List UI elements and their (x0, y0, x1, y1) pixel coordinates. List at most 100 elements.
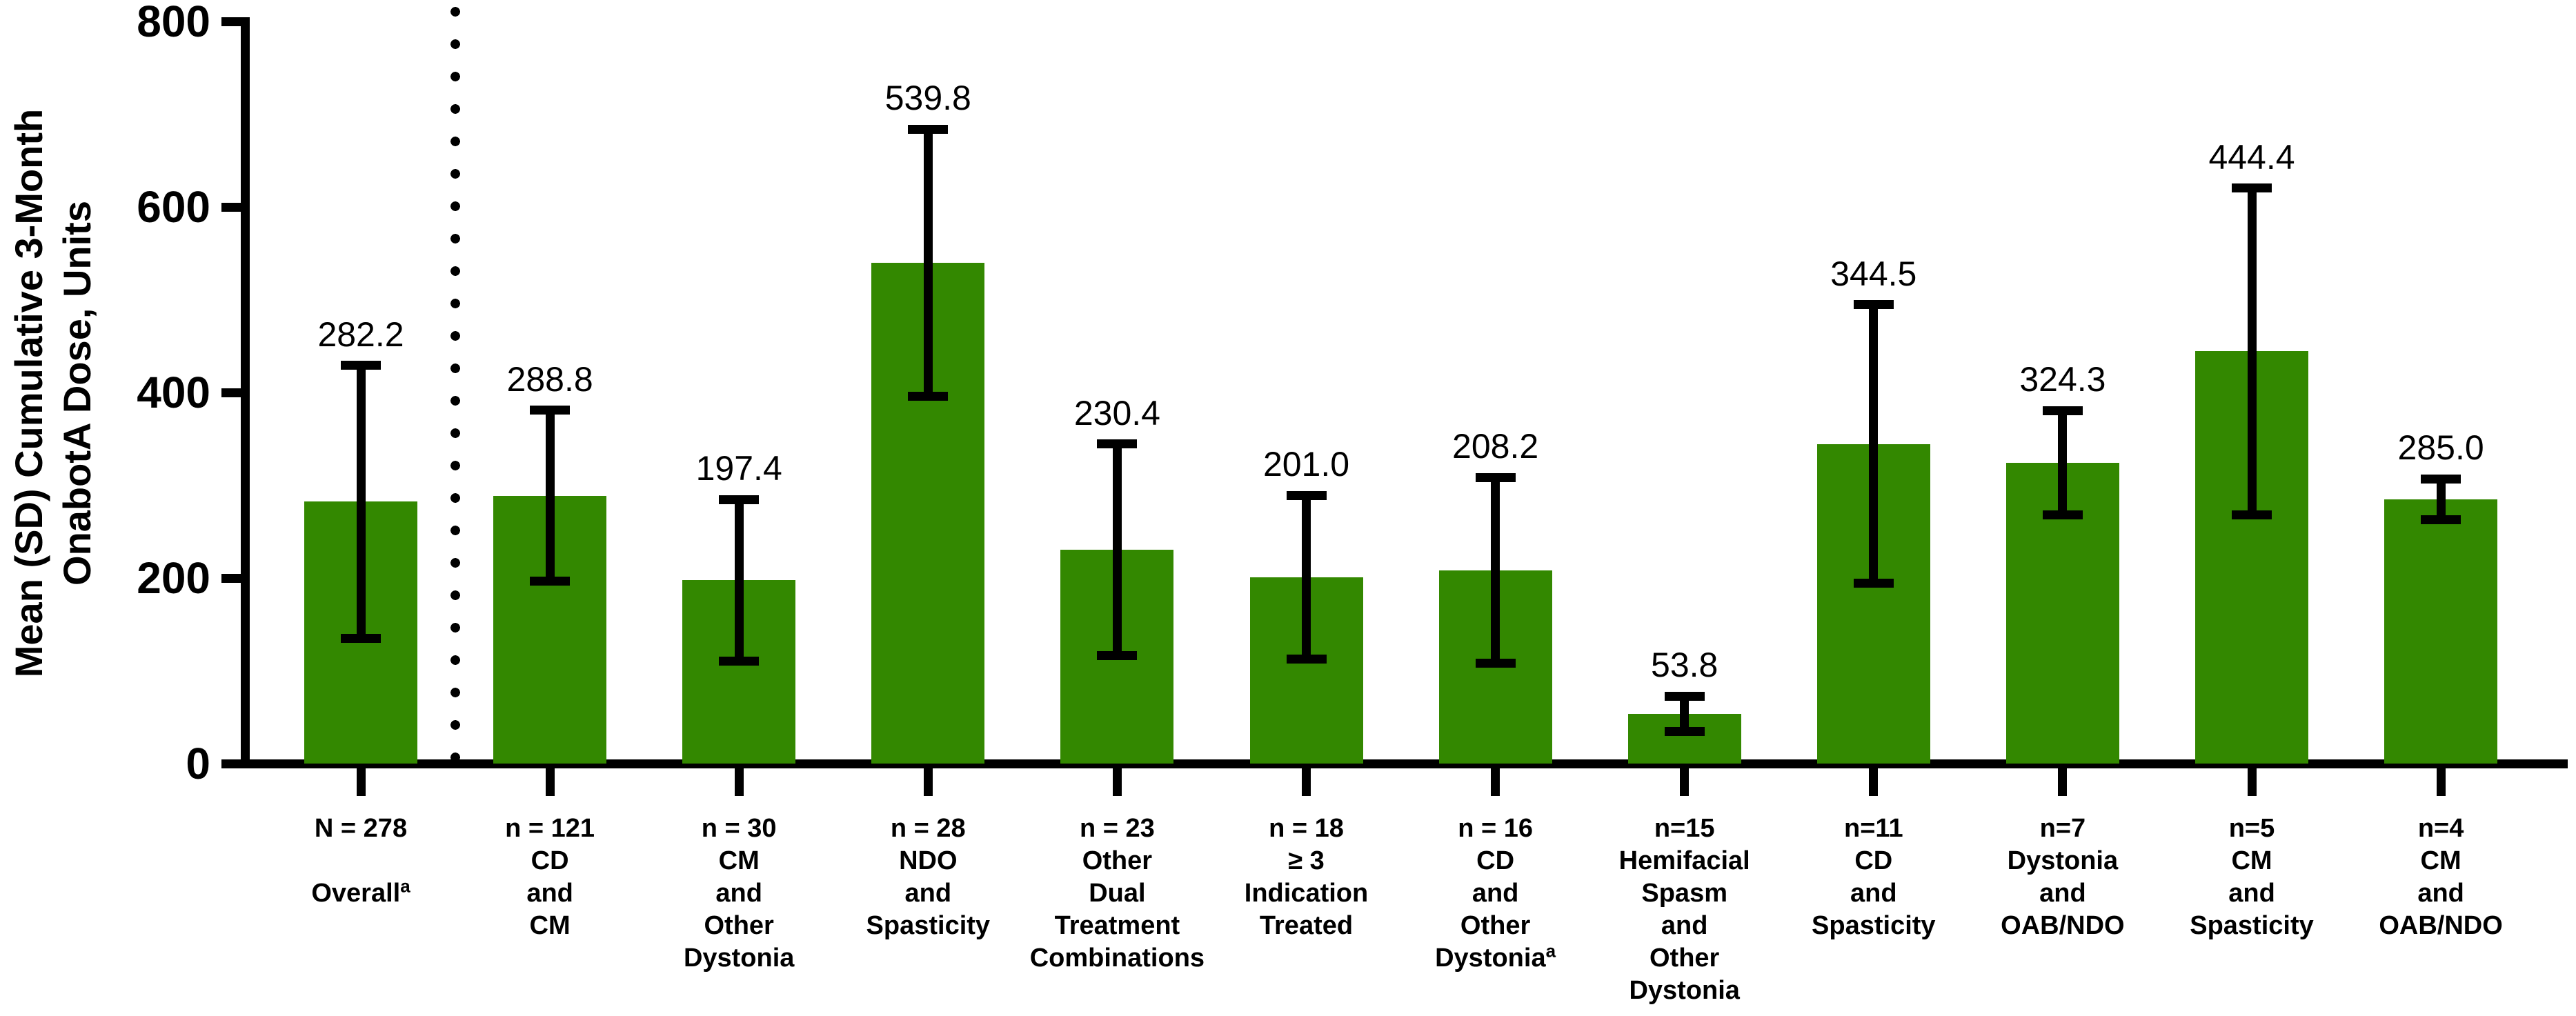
error-bar-cap-bottom (1097, 650, 1138, 660)
category-name-line: Other (1082, 846, 1153, 875)
error-bar-cap-top (1286, 490, 1327, 500)
x-axis-tick (1112, 768, 1122, 796)
category-label: n=5 CM and Spasticity (2157, 813, 2346, 942)
category-name-line: Spasm (1641, 879, 1727, 908)
category-name-line: CD (1476, 846, 1515, 875)
error-bar-cap-top (2232, 183, 2272, 193)
bar-value-label: 201.0 (1262, 445, 1350, 484)
category-label: n = 16 CD and Other Dystoniaa (1401, 813, 1590, 975)
category-name-line: Indication (1244, 879, 1369, 908)
error-bar-cap-top (1097, 439, 1138, 449)
category-label: n = 30 CM and Other Dystonia (644, 813, 833, 975)
error-bar-line (923, 129, 933, 397)
category-n-label: n = 18 (1269, 814, 1344, 843)
category-name-line: Treatment (1054, 911, 1180, 940)
category-name-line: CM (718, 846, 760, 875)
error-bar-line (356, 365, 366, 639)
error-bar-line (734, 499, 744, 661)
category-name-line: Other (1649, 944, 1720, 973)
x-axis-tick (2436, 768, 2446, 796)
error-bar-cap-top (530, 406, 571, 415)
category-name-line (266, 845, 455, 877)
category-name-line: ≥ 3 (1288, 846, 1325, 875)
error-bar-line (1302, 495, 1311, 659)
error-bar-cap-bottom (1286, 654, 1327, 664)
category-n-label: N = 278 (314, 814, 408, 843)
category-n-label: n=11 (1844, 814, 1903, 843)
category-name-line: and (904, 879, 952, 908)
bar-value-label: 208.2 (1452, 427, 1539, 466)
category-label: n=7 Dystonia and OAB/NDO (1968, 813, 2157, 942)
y-axis-tick (221, 17, 241, 26)
category-name-line: Combinations (1029, 944, 1205, 973)
error-bar-cap-top (341, 361, 381, 370)
error-bar-cap-top (719, 495, 760, 504)
y-axis-tick (221, 573, 241, 583)
error-bar-cap-top (1664, 691, 1705, 701)
y-axis-tick-label: 600 (137, 182, 210, 232)
x-axis-tick (2058, 768, 2068, 796)
category-name-line: Dystonia (683, 944, 795, 973)
category-name-line: Dual (1089, 879, 1146, 908)
category-name-line: Other (704, 911, 774, 940)
category-name-line: Dystonia (1629, 976, 1740, 1005)
error-bar-cap-bottom (2421, 515, 2461, 524)
bar-value-label: 288.8 (506, 359, 593, 399)
category-name-line: Spasticity (2190, 911, 2314, 940)
category-name-line: and (2417, 879, 2464, 908)
y-axis-tick-label: 800 (137, 0, 210, 46)
error-bar-cap-bottom (908, 392, 949, 401)
error-bar-cap-bottom (2232, 510, 2272, 519)
category-label: N = 278 Overalla (266, 813, 455, 910)
category-n-label: n=5 (2228, 814, 2275, 843)
category-name-line: Dystonia (2007, 846, 2119, 875)
bar-value-label: 53.8 (1651, 646, 1718, 685)
error-bar-cap-top (2042, 406, 2083, 415)
y-axis-line (241, 17, 250, 768)
x-axis-tick (1491, 768, 1500, 796)
category-name-line: Treated (1259, 911, 1354, 940)
y-axis-tick-label: 200 (137, 553, 210, 603)
error-bar-line (2436, 479, 2446, 520)
category-n-label: n = 16 (1458, 814, 1533, 843)
y-axis-tick (221, 759, 241, 768)
error-bar-line (545, 410, 555, 581)
x-axis-tick (1869, 768, 1879, 796)
y-axis-tick-label: 400 (137, 368, 210, 417)
bar-value-label: 230.4 (1073, 393, 1160, 432)
x-axis-tick (1302, 768, 1311, 796)
error-bar-cap-bottom (719, 657, 760, 666)
x-axis-tick (1680, 768, 1690, 796)
error-bar-cap-top (908, 124, 949, 134)
bar-value-label: 324.3 (2019, 360, 2106, 399)
category-n-label: n=4 (2417, 814, 2464, 843)
category-n-label: n = 121 (505, 814, 595, 843)
error-bar-cap-top (2421, 474, 2461, 484)
category-name-line: OAB/NDO (2379, 911, 2503, 940)
category-name-line: CM (2420, 846, 2461, 875)
error-bar-line (1112, 444, 1122, 656)
category-name-line: and (2039, 879, 2086, 908)
error-bar-line (1491, 477, 1500, 664)
category-name-line: Hemifacial (1618, 846, 1750, 875)
category-n-label: n = 30 (701, 814, 777, 843)
category-n-label: n = 28 (890, 814, 966, 843)
x-axis-tick (545, 768, 555, 796)
category-label: n=15 Hemifacial Spasm and Other Dystonia (1590, 813, 1779, 1007)
error-bar-cap-bottom (1853, 578, 1894, 588)
x-axis-line (241, 759, 2568, 768)
category-label: n=11 CD and Spasticity (1779, 813, 1968, 942)
category-n-label: n=15 (1654, 814, 1715, 843)
x-axis-tick (2247, 768, 2257, 796)
category-name-line: CD (531, 846, 569, 875)
y-axis-tick (221, 202, 241, 212)
bar-value-label: 197.4 (695, 449, 782, 488)
category-name-line: Overalla (311, 875, 410, 908)
category-name-line: and (2228, 879, 2275, 908)
category-name-line: and (526, 879, 573, 908)
bar-value-label: 285.0 (2397, 428, 2484, 468)
bar-value-label: 539.8 (884, 79, 971, 118)
category-name-line: CD (1854, 846, 1893, 875)
y-axis-tick (221, 388, 241, 397)
footnote-superscript: a (400, 875, 410, 897)
